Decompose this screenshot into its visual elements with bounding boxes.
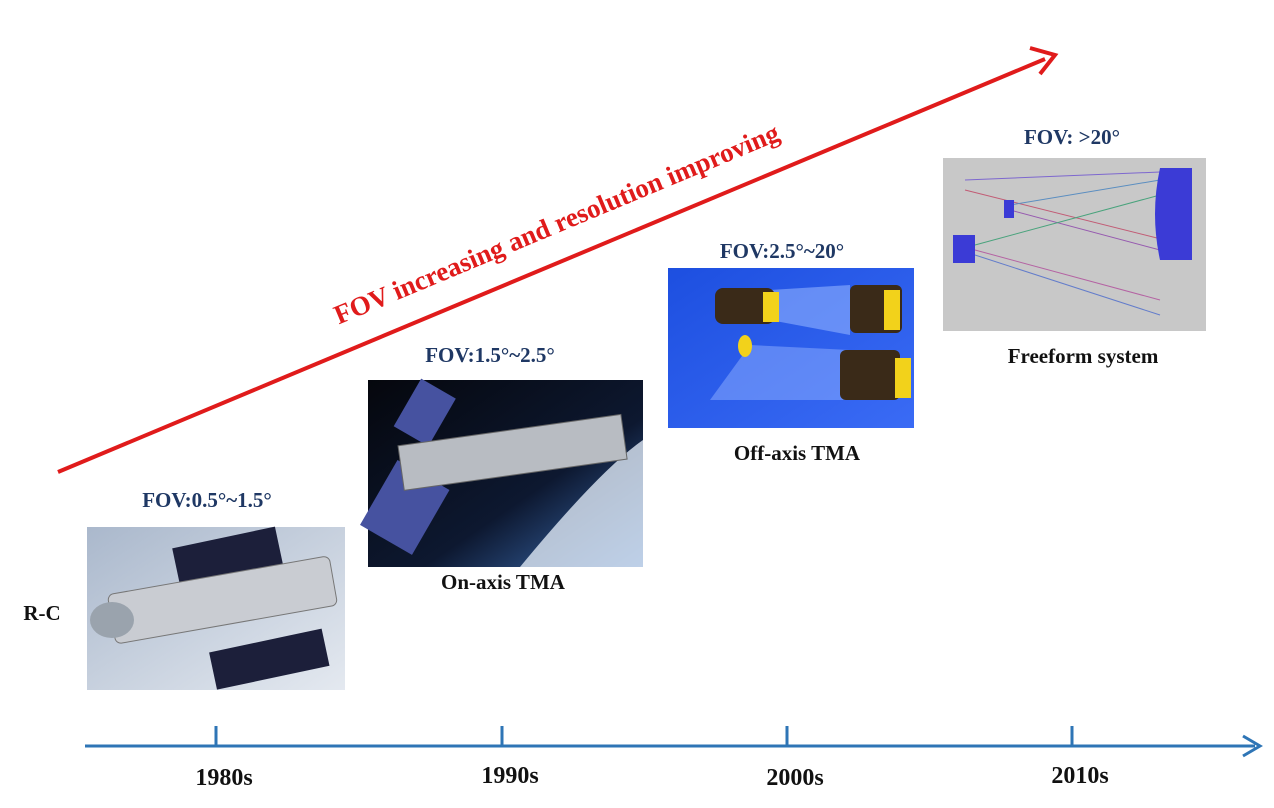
stage-name: R-C	[23, 601, 60, 625]
trend-arrow	[57, 46, 1059, 474]
fov-label: FOV:2.5°~20°	[720, 239, 844, 263]
fov-label: FOV:0.5°~1.5°	[142, 488, 272, 512]
decade-label: 1980s	[195, 765, 252, 791]
stage-image	[360, 378, 643, 567]
stage-name: Off-axis TMA	[734, 441, 861, 465]
fov-label: FOV: >20°	[1024, 125, 1120, 149]
timeline-axis	[85, 726, 1263, 758]
stage-image	[943, 158, 1206, 331]
stage-image	[668, 268, 914, 428]
stage-name: Freeform system	[1008, 344, 1159, 368]
decade-label: 1990s	[481, 763, 538, 789]
decade-label: 2010s	[1051, 763, 1108, 789]
stage-image	[87, 526, 345, 690]
fov-label: FOV:1.5°~2.5°	[425, 343, 555, 367]
stage-name: On-axis TMA	[441, 570, 566, 594]
decade-label: 2000s	[766, 765, 823, 791]
